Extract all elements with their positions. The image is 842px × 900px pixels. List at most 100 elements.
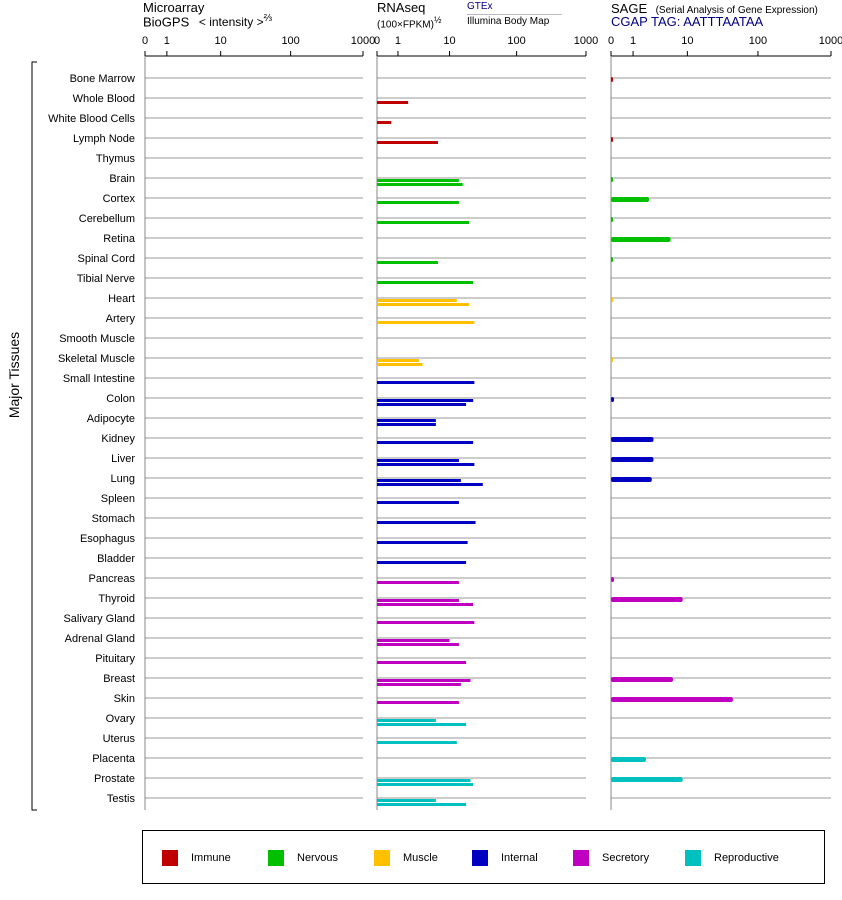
rnaseq-source-illumina: Illumina Body Map [467, 16, 550, 27]
sage-bar [611, 777, 683, 782]
tissue-label: Stomach [92, 513, 135, 525]
legend-item-immune: Immune [162, 850, 231, 866]
legend-item-reproductive: Reproductive [685, 850, 779, 866]
legend-label: Secretory [602, 852, 650, 864]
illumina-bar [377, 803, 467, 806]
tissue-label: Cortex [103, 193, 136, 205]
microarray-tick-label-0: 0 [142, 35, 148, 47]
illumina-bar [377, 483, 483, 486]
legend-label: Nervous [297, 852, 338, 864]
tissue-label: Ovary [106, 713, 136, 725]
illumina-bar [377, 423, 436, 426]
tissue-label: Kidney [101, 433, 135, 445]
legend-label: Immune [191, 852, 231, 864]
legend: Immune Nervous Muscle Internal Secretory Repr… [142, 830, 825, 884]
rnaseq-tick-label-0: 0 [374, 35, 380, 47]
illumina-bar [377, 501, 459, 504]
tissue-label: Spleen [101, 493, 135, 505]
sage-bar [611, 257, 613, 262]
legend-item-internal: Internal [472, 850, 538, 866]
illumina-bar [377, 603, 474, 606]
illumina-bar [377, 141, 438, 144]
illumina-bar [377, 121, 392, 124]
tissue-label: Cerebellum [79, 213, 135, 225]
sage-bar [611, 477, 652, 482]
microarray-scale-label: < intensity > [198, 15, 264, 30]
illumina-bar [377, 783, 474, 786]
tissue-label: White Blood Cells [48, 113, 135, 125]
microarray-tick-label-10: 10 [215, 35, 227, 47]
sage-tick-label-1: 1 [630, 35, 636, 47]
legend-swatch [472, 850, 488, 866]
tissue-label: Adipocyte [87, 413, 135, 425]
sage-tick-label-1000: 1000 [819, 35, 842, 47]
gtex-bar [377, 419, 436, 422]
gtex-bar [377, 459, 459, 462]
illumina-bar [377, 363, 423, 366]
tissue-label: Prostate [94, 773, 135, 785]
sage-title-note: (Serial Analysis of Gene Expression) [655, 5, 818, 16]
tissue-label: Whole Blood [73, 93, 135, 105]
rnaseq-title: RNAseq [377, 0, 426, 15]
sage-tick-label-0: 0 [608, 35, 614, 47]
tissue-label: Pancreas [89, 573, 136, 585]
tissue-label: Bone Marrow [70, 73, 135, 85]
illumina-bar [377, 281, 474, 284]
gtex-bar [377, 719, 436, 722]
rnaseq-tick-label-1000: 1000 [574, 35, 598, 47]
legend-item-nervous: Nervous [268, 850, 338, 866]
sage-title-row: SAGE (Serial Analysis of Gene Expression… [611, 1, 818, 17]
legend-swatch [685, 850, 701, 866]
illumina-bar [377, 303, 470, 306]
rnaseq-subtitle-exp: ½ [433, 15, 442, 25]
illumina-bar [377, 201, 459, 204]
tissue-label: Liver [111, 453, 135, 465]
sage-bar [611, 597, 683, 602]
sage-bar [611, 457, 654, 462]
tissue-label: Lymph Node [73, 133, 135, 145]
tissue-label: Salivary Gland [63, 613, 135, 625]
rnaseq-tick-label-100: 100 [507, 35, 525, 47]
sage-bar [611, 437, 654, 442]
tissue-label: Skin [114, 693, 135, 705]
illumina-bar [377, 403, 467, 406]
gtex-bar [377, 799, 436, 802]
sage-bar [611, 577, 615, 582]
illumina-bar [377, 321, 475, 324]
tissue-label: Smooth Muscle [59, 333, 135, 345]
illumina-bar [377, 101, 409, 104]
microarray-subtitle: BioGPS [143, 14, 190, 30]
illumina-bar [377, 541, 468, 544]
tissue-label: Lung [111, 473, 135, 485]
tissue-label: Adrenal Gland [65, 633, 135, 645]
illumina-bar [377, 463, 475, 466]
sage-tick-label-10: 10 [681, 35, 693, 47]
rnaseq-tick-label-10: 10 [443, 35, 455, 47]
tissue-label: Thyroid [98, 593, 135, 605]
sage-bar [611, 177, 613, 182]
illumina-bar [377, 701, 459, 704]
tissue-label: Placenta [92, 753, 136, 765]
illumina-bar [377, 683, 461, 686]
legend-swatch [374, 850, 390, 866]
tissue-label: Heart [108, 293, 135, 305]
gtex-bar [377, 179, 459, 182]
sage-bar [611, 397, 615, 402]
legend-label: Internal [501, 852, 538, 864]
microarray-scale-exp: ⅔ [263, 13, 272, 24]
tissue-label: Tibial Nerve [77, 273, 135, 285]
sage-bar [611, 757, 646, 762]
tissue-label: Small Intestine [63, 373, 135, 385]
sage-bar [611, 357, 613, 362]
sage-bar [611, 197, 650, 202]
illumina-bar [377, 381, 475, 384]
microarray-title: Microarray [143, 0, 205, 15]
microarray-tick-label-1000: 1000 [351, 35, 375, 47]
legend-item-muscle: Muscle [374, 850, 438, 866]
illumina-bar [377, 643, 459, 646]
legend-swatch [162, 850, 178, 866]
illumina-bar [377, 561, 467, 564]
tissues-bracket [31, 61, 37, 811]
sage-bar [611, 297, 613, 302]
